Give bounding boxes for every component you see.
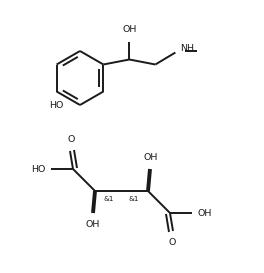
Text: OH: OH [122,25,136,34]
Text: O: O [168,238,176,247]
Text: HO: HO [31,165,45,174]
Text: OH: OH [86,220,100,229]
Text: NH: NH [180,44,194,53]
Text: HO: HO [49,102,63,111]
Text: &1: &1 [104,196,114,202]
Text: &1: &1 [129,196,139,202]
Text: OH: OH [198,209,212,218]
Text: OH: OH [144,153,158,162]
Text: O: O [67,135,75,144]
